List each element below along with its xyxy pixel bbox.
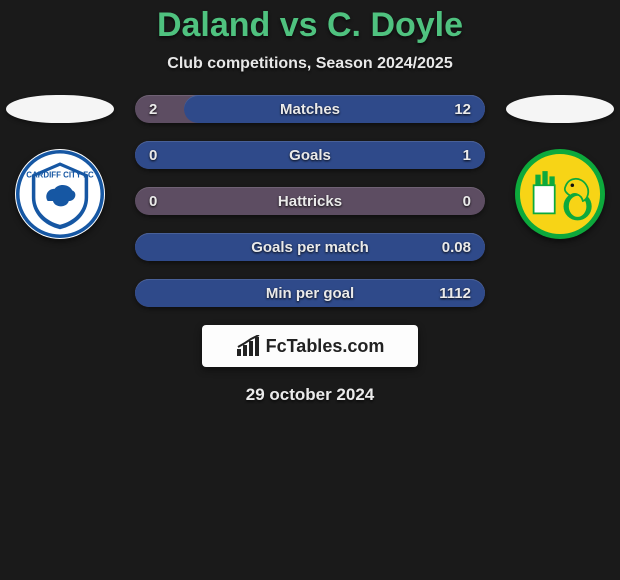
cardiff-badge-icon: CARDIFF CITY FC [16, 150, 104, 238]
stat-bar: 0Goals1 [135, 141, 485, 169]
stat-right-value: 1112 [425, 285, 485, 302]
stat-right-value: 1 [425, 147, 485, 164]
stats-bars: 2Matches120Goals10Hattricks0Goals per ma… [135, 95, 485, 307]
stat-label: Hattricks [195, 193, 425, 210]
watermark-text: FcTables.com [266, 336, 385, 357]
stat-left-value: 0 [135, 193, 195, 210]
page-subtitle: Club competitions, Season 2024/2025 [167, 55, 452, 73]
date-text: 29 october 2024 [246, 385, 375, 405]
right-club-badge [515, 149, 605, 239]
stat-label: Goals [195, 147, 425, 164]
left-country-flag [6, 95, 114, 123]
stat-bar: 2Matches12 [135, 95, 485, 123]
stat-label: Goals per match [195, 239, 425, 256]
watermark[interactable]: FcTables.com [202, 325, 418, 367]
page-title: Daland vs C. Doyle [157, 6, 463, 45]
stat-right-value: 0 [425, 193, 485, 210]
stat-left-value: 2 [135, 101, 195, 118]
left-club-badge: CARDIFF CITY FC [15, 149, 105, 239]
right-player-column [500, 95, 620, 239]
stat-bar: Goals per match0.08 [135, 233, 485, 261]
stat-right-value: 0.08 [425, 239, 485, 256]
stat-bar: Min per goal1112 [135, 279, 485, 307]
stat-label: Min per goal [195, 285, 425, 302]
left-player-column: CARDIFF CITY FC [0, 95, 120, 239]
chart-icon [236, 335, 262, 357]
comparison-area: CARDIFF CITY FC 2Matches120Goals10Hattri… [0, 95, 620, 307]
right-country-flag [506, 95, 614, 123]
norwich-badge-icon [516, 150, 604, 238]
stat-right-value: 12 [425, 101, 485, 118]
stat-left-value: 0 [135, 147, 195, 164]
stat-label: Matches [195, 101, 425, 118]
stat-bar: 0Hattricks0 [135, 187, 485, 215]
svg-text:CARDIFF CITY FC: CARDIFF CITY FC [26, 170, 94, 179]
